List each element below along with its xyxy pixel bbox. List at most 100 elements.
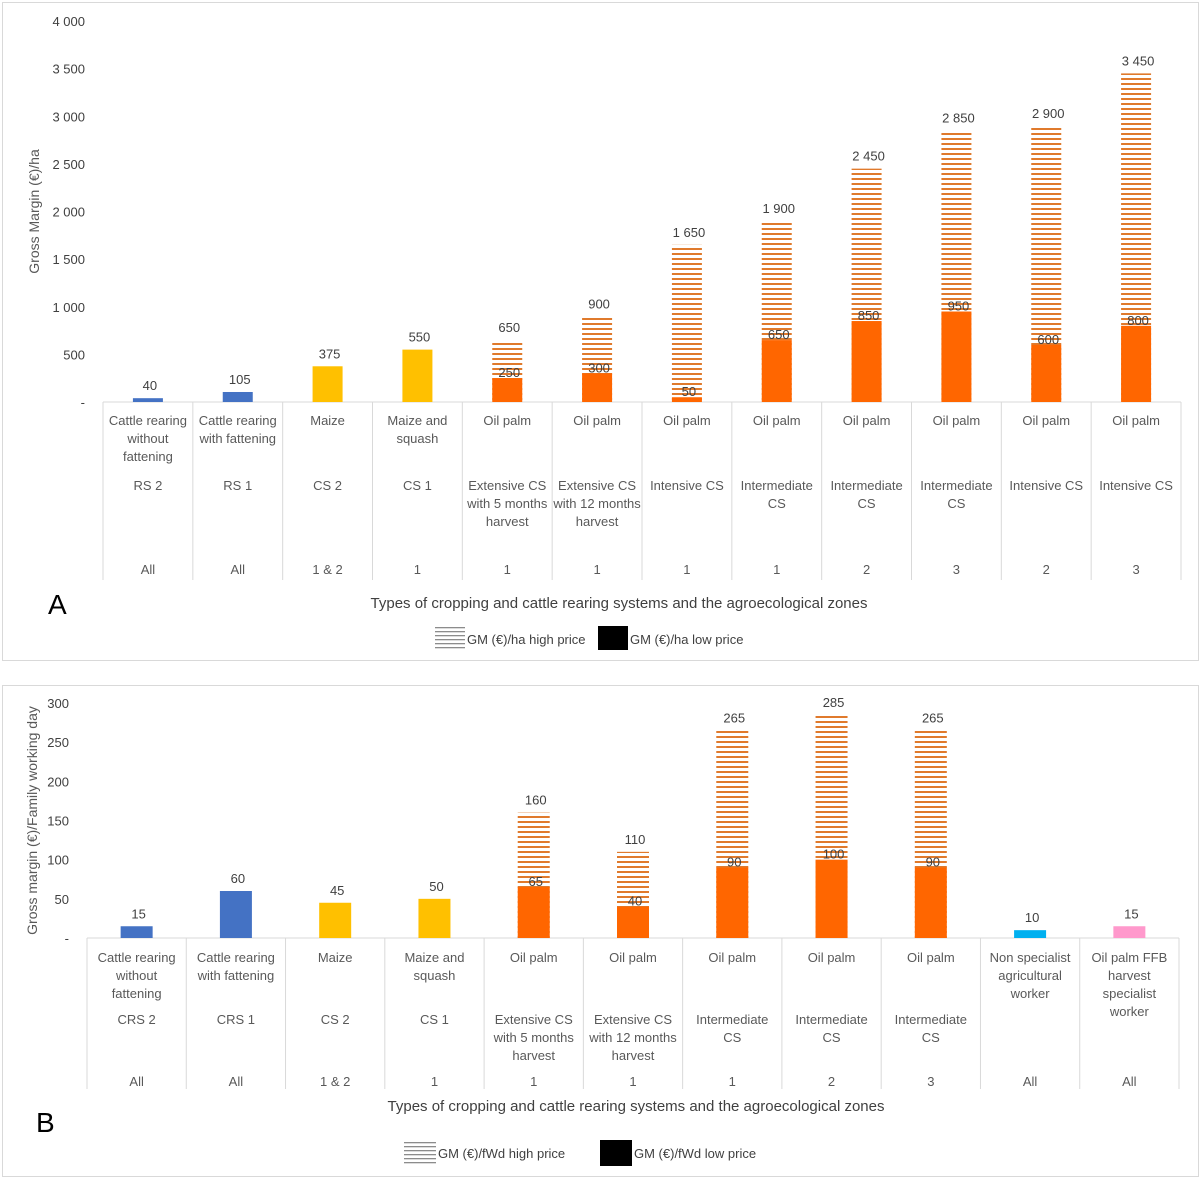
data-label: 600: [1037, 332, 1059, 347]
category-system-label: Intermediate: [895, 1012, 967, 1027]
bar-low-price: [312, 366, 343, 402]
y-tick-label: 300: [47, 696, 69, 711]
data-label: 265: [723, 710, 745, 725]
category-system-label: Extensive CS: [468, 478, 546, 493]
y-tick-label: 1 500: [52, 252, 85, 267]
category-type-label: squash: [396, 431, 438, 446]
bar-low-price: [815, 859, 848, 938]
category-type-label: Oil palm: [1112, 413, 1160, 428]
category-system-label: harvest: [486, 514, 529, 529]
category-type-label: fattening: [123, 449, 173, 464]
category-system-label: RS 1: [223, 478, 252, 493]
bar-low-price: [582, 373, 613, 402]
category-type-label: without: [126, 431, 169, 446]
bar-low-price: [222, 391, 253, 402]
data-label: 15: [131, 906, 145, 921]
category-type-label: with fattening: [198, 431, 276, 446]
bar-low-price: [716, 867, 749, 938]
category-type-label: harvest: [1108, 968, 1151, 983]
bar-low-price: [492, 378, 523, 402]
category-zone-label: All: [231, 562, 246, 577]
y-tick-label: 150: [47, 814, 69, 829]
bar-low-price: [1113, 926, 1146, 938]
bar-low-price: [319, 902, 352, 938]
data-label: 50: [429, 879, 443, 894]
data-label: 650: [498, 320, 520, 335]
category-zone-label: 2: [1043, 562, 1050, 577]
category-zone-label: 1: [504, 562, 511, 577]
category-zone-label: 1: [683, 562, 690, 577]
data-label: 50: [682, 384, 696, 399]
category-type-label: with fattening: [197, 968, 275, 983]
bar-low-price: [418, 898, 451, 938]
y-tick-label: 250: [47, 735, 69, 750]
legend-label-low-price: GM (€)/ha low price: [630, 632, 743, 647]
data-label: 300: [588, 360, 610, 375]
category-zone-label: 1: [414, 562, 421, 577]
category-zone-label: 3: [953, 562, 960, 577]
legend-label-high-price: GM (€)/fWd high price: [438, 1146, 565, 1161]
data-label: 2 900: [1032, 106, 1065, 121]
data-label: 100: [823, 847, 845, 862]
x-axis-label: Types of cropping and cattle rearing sys…: [371, 595, 868, 612]
data-label: 40: [628, 894, 642, 909]
category-type-label: Oil palm: [609, 950, 657, 965]
category-type-label: Oil palm: [663, 413, 711, 428]
bar-low-price: [1121, 325, 1152, 402]
bar-low-price: [132, 398, 163, 402]
data-label: 265: [922, 710, 944, 725]
data-label: 850: [858, 308, 880, 323]
category-zone-label: 1: [729, 1074, 736, 1089]
y-tick-label: 50: [55, 892, 69, 907]
category-system-label: harvest: [576, 514, 619, 529]
bar-low-price: [914, 867, 947, 938]
data-label: 285: [823, 695, 845, 710]
data-label: 40: [143, 378, 157, 393]
category-zone-label: 1: [593, 562, 600, 577]
category-system-label: CS 1: [403, 478, 432, 493]
category-system-label: with 5 months: [493, 1030, 575, 1045]
y-tick-label: 200: [47, 774, 69, 789]
bar-low-price: [761, 340, 792, 402]
category-zone-label: 3: [1132, 562, 1139, 577]
bar-high-price: [671, 244, 702, 402]
category-system-label: CS 1: [420, 1012, 449, 1027]
category-zone-label: All: [1023, 1074, 1038, 1089]
category-type-label: worker: [1109, 1004, 1150, 1019]
data-label: 3 450: [1122, 53, 1155, 68]
y-tick-label: -: [65, 931, 69, 946]
category-type-label: without: [115, 968, 158, 983]
data-label: 160: [525, 793, 547, 808]
category-system-label: with 12 months: [588, 1030, 677, 1045]
category-zone-label: 1: [431, 1074, 438, 1089]
category-zone-label: 1 & 2: [312, 562, 342, 577]
category-type-label: agricultural: [998, 968, 1062, 983]
category-system-label: CS: [922, 1030, 940, 1045]
y-tick-label: -: [81, 395, 85, 410]
y-tick-label: 1 000: [52, 300, 85, 315]
category-system-label: Intensive CS: [1009, 478, 1083, 493]
category-system-label: harvest: [612, 1048, 655, 1063]
chart-panel-a: - 500 1 000 1 500 2 000 2 500 3 000 3 500 4 000 G…: [2, 2, 1199, 661]
data-label: 550: [409, 330, 431, 345]
category-system-label: harvest: [512, 1048, 555, 1063]
category-type-label: Oil palm: [933, 413, 981, 428]
category-type-label: Oil palm: [1022, 413, 1070, 428]
y-tick-label: 4 000: [52, 14, 85, 29]
data-label: 1 650: [673, 225, 706, 240]
y-tick-label: 2 500: [52, 157, 85, 172]
category-type-label: Cattle rearing: [98, 950, 176, 965]
y-tick-label: 3 000: [52, 109, 85, 124]
category-system-label: RS 2: [133, 478, 162, 493]
category-type-label: Maize: [310, 413, 345, 428]
category-type-label: Oil palm FFB: [1091, 950, 1167, 965]
category-zone-label: All: [229, 1074, 244, 1089]
bar-low-price: [120, 926, 153, 938]
panel-letter: B: [36, 1107, 55, 1138]
y-tick-label: 500: [63, 347, 85, 362]
bar-low-price: [402, 349, 433, 402]
data-label: 2 450: [852, 149, 885, 164]
category-system-label: Extensive CS: [558, 478, 636, 493]
legend-swatch-high-price: [435, 626, 465, 650]
